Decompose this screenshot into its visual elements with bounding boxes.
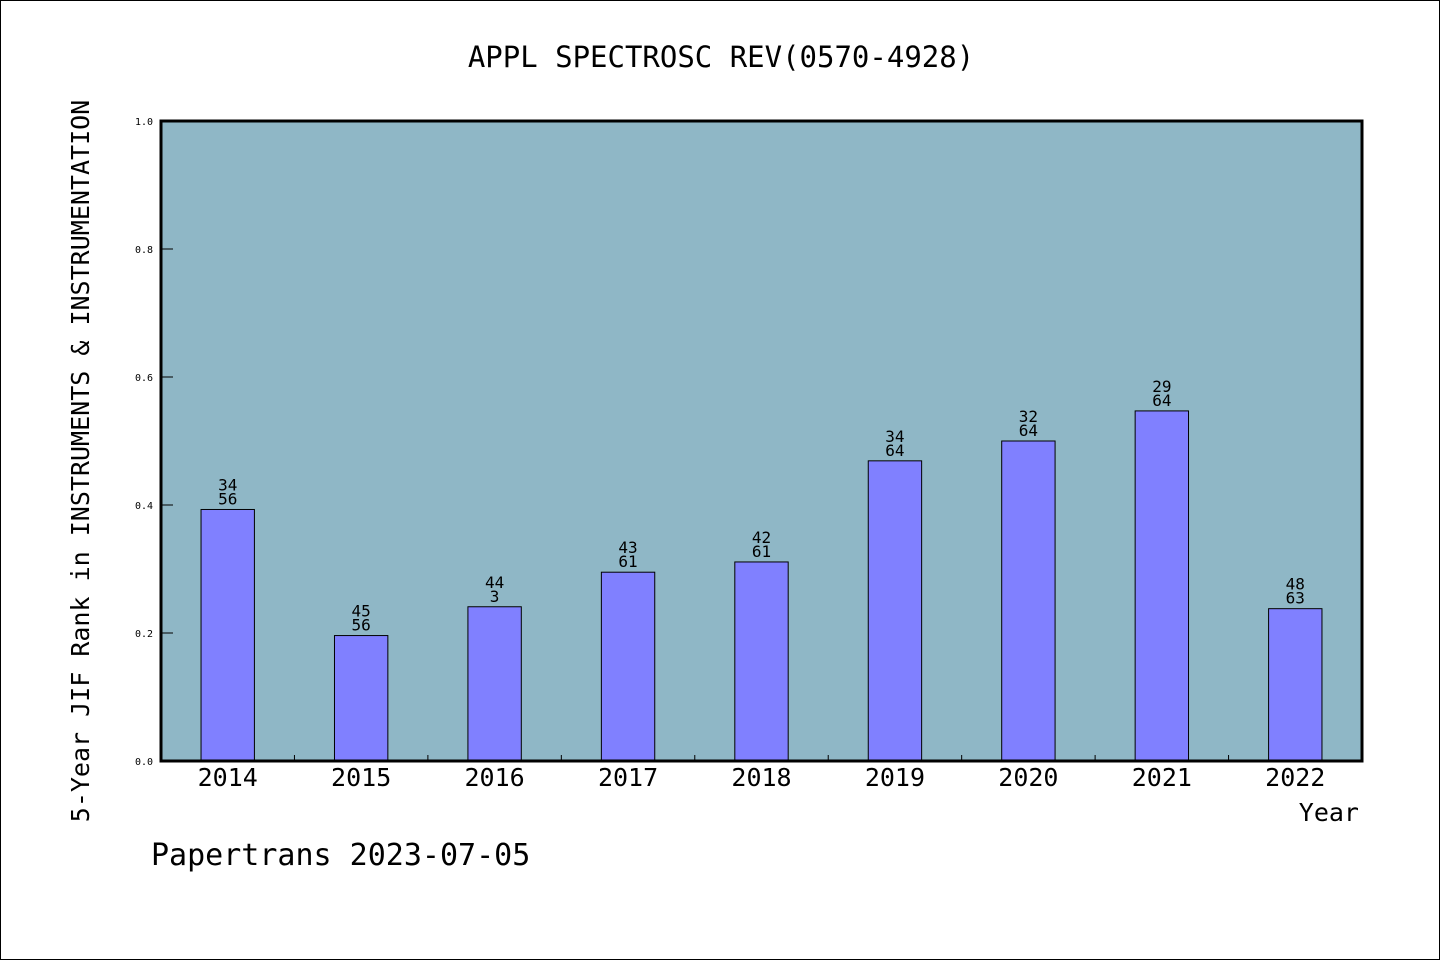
y-tick-label: 0.8 [135, 245, 153, 256]
bar-2020 [1001, 440, 1056, 762]
footer-credit: Papertrans 2023-07-05 [151, 838, 530, 873]
bar-label-total: 3 [490, 587, 500, 606]
plot-frame [159, 119, 1364, 763]
bar-2015 [333, 635, 389, 762]
bar-label-rank: 45 [352, 602, 371, 621]
x-axis-label: Year [1299, 798, 1359, 827]
y-tick-label: 0.0 [135, 757, 153, 768]
bar-label-rank: 44 [485, 573, 504, 592]
y-axis-label: 5-Year JIF Rank in INSTRUMENTS & INSTRUM… [66, 100, 95, 822]
bar-label-rank: 43 [618, 538, 637, 557]
y-tick-label: 1.0 [135, 117, 153, 128]
bar-label-total: 61 [618, 552, 637, 571]
y-tick-label: 0.4 [135, 501, 153, 512]
bar-2016 [467, 606, 522, 762]
bar-label-rank: 42 [752, 528, 771, 547]
bar-2021 [1134, 410, 1190, 762]
y-tick-label: 0.6 [135, 373, 153, 384]
bar-label-total: 61 [752, 542, 771, 561]
bar-2017 [600, 571, 656, 762]
bar-label-rank: 29 [1152, 377, 1171, 396]
chart-title: APPL SPECTROSC REV(0570-4928) [468, 40, 974, 74]
bar-2022 [1268, 608, 1323, 762]
x-tick-label: 2021 [1132, 763, 1192, 792]
bar-label-total: 64 [885, 441, 904, 460]
bar-label-total: 56 [218, 489, 237, 508]
bar-label-total: 56 [352, 616, 371, 635]
x-tick-label: 2015 [331, 763, 391, 792]
bar-2018 [734, 561, 789, 762]
bar-label-rank: 32 [1019, 407, 1038, 426]
bar-label-rank: 48 [1286, 575, 1305, 594]
bar-label-rank: 34 [885, 427, 904, 446]
bar-label-rank: 34 [218, 475, 237, 494]
bar-2019 [867, 460, 923, 762]
bar-label-total: 63 [1286, 589, 1305, 608]
y-tick-label: 0.2 [135, 629, 153, 640]
x-tick-label: 2017 [598, 763, 658, 792]
bar-label-total: 64 [1152, 391, 1171, 410]
bar-2014 [200, 508, 255, 762]
bar-label-total: 64 [1019, 421, 1038, 440]
x-tick-label: 2014 [198, 763, 258, 792]
x-tick-label: 2022 [1265, 763, 1325, 792]
x-tick-label: 2019 [865, 763, 925, 792]
x-tick-label: 2016 [465, 763, 525, 792]
x-tick-label: 2020 [998, 763, 1058, 792]
x-tick-label: 2018 [731, 763, 791, 792]
